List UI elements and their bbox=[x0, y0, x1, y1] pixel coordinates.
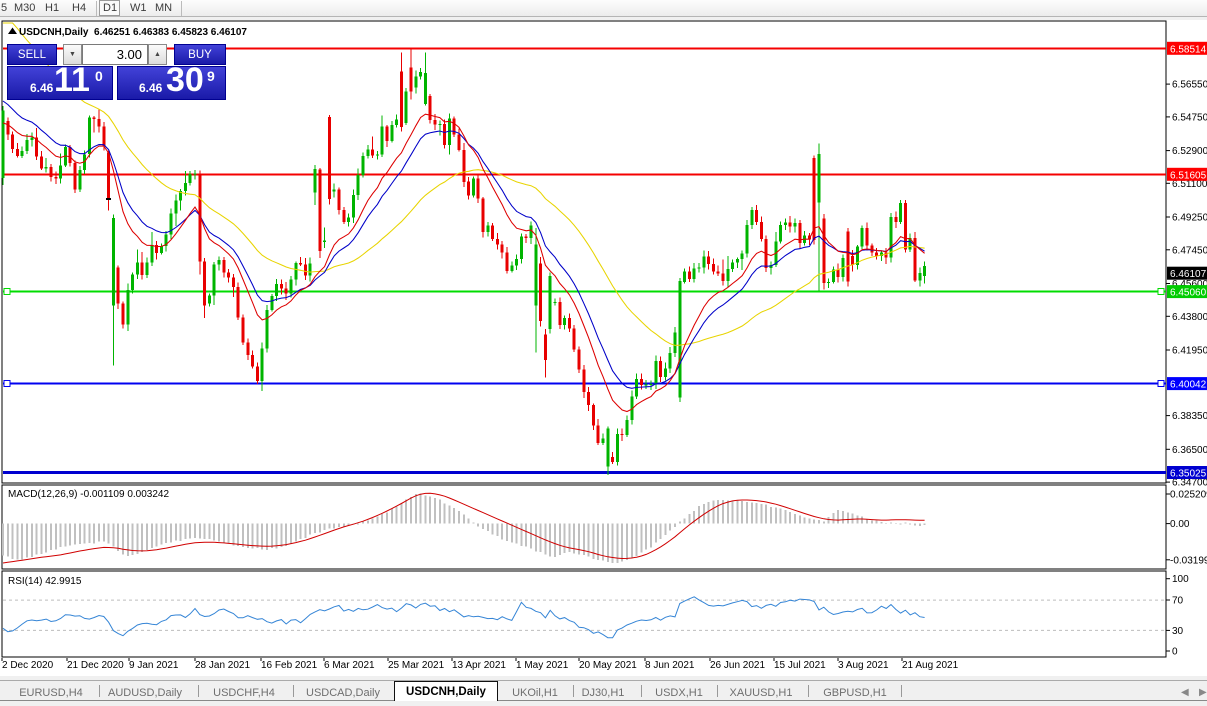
svg-text:6.36500: 6.36500 bbox=[1172, 445, 1207, 456]
svg-text:9 Jan 2021: 9 Jan 2021 bbox=[129, 660, 179, 671]
svg-text:3 Aug 2021: 3 Aug 2021 bbox=[838, 660, 889, 671]
svg-text:30: 30 bbox=[1172, 626, 1184, 637]
svg-text:0.025209: 0.025209 bbox=[1170, 490, 1207, 501]
svg-text:26 Jun 2021: 26 Jun 2021 bbox=[710, 660, 765, 671]
svg-text:2 Dec 2020: 2 Dec 2020 bbox=[2, 660, 54, 671]
svg-text:20 May 2021: 20 May 2021 bbox=[579, 660, 637, 671]
svg-text:100: 100 bbox=[1172, 574, 1189, 585]
svg-text:6 Mar 2021: 6 Mar 2021 bbox=[324, 660, 375, 671]
svg-text:6.38350: 6.38350 bbox=[1172, 411, 1207, 422]
svg-text:6.45600: 6.45600 bbox=[1172, 279, 1207, 290]
svg-text:0: 0 bbox=[1172, 647, 1178, 658]
svg-text:13 Apr 2021: 13 Apr 2021 bbox=[452, 660, 506, 671]
svg-text:6.56550: 6.56550 bbox=[1172, 80, 1207, 91]
svg-text:6.47450: 6.47450 bbox=[1172, 245, 1207, 256]
svg-text:28 Jan 2021: 28 Jan 2021 bbox=[195, 660, 250, 671]
svg-text:6.51100: 6.51100 bbox=[1172, 179, 1207, 190]
svg-text:6.46107: 6.46107 bbox=[1170, 269, 1207, 280]
svg-text:6.52900: 6.52900 bbox=[1172, 146, 1207, 157]
svg-text:6.34700: 6.34700 bbox=[1172, 478, 1207, 489]
svg-text:-0.031994: -0.031994 bbox=[1170, 555, 1207, 566]
svg-text:MACD(12,26,9) -0.001109 0.0032: MACD(12,26,9) -0.001109 0.003242 bbox=[8, 489, 169, 500]
svg-text:6.49250: 6.49250 bbox=[1172, 213, 1207, 224]
svg-text:6.54750: 6.54750 bbox=[1172, 112, 1207, 123]
svg-text:1 May 2021: 1 May 2021 bbox=[516, 660, 569, 671]
svg-text:6.40042: 6.40042 bbox=[1170, 380, 1207, 391]
svg-text:21 Dec 2020: 21 Dec 2020 bbox=[67, 660, 124, 671]
svg-text:6.35025: 6.35025 bbox=[1170, 469, 1207, 480]
svg-text:6.45060: 6.45060 bbox=[1170, 288, 1207, 299]
svg-text:16 Feb 2021: 16 Feb 2021 bbox=[261, 660, 318, 671]
svg-text:15 Jul 2021: 15 Jul 2021 bbox=[774, 660, 826, 671]
svg-text:6.41950: 6.41950 bbox=[1172, 346, 1207, 357]
svg-text:70: 70 bbox=[1172, 596, 1184, 607]
svg-text:6.58514: 6.58514 bbox=[1170, 44, 1207, 55]
svg-text:8 Jun 2021: 8 Jun 2021 bbox=[645, 660, 695, 671]
svg-text:6.43800: 6.43800 bbox=[1172, 312, 1207, 323]
svg-text:RSI(14) 42.9915: RSI(14) 42.9915 bbox=[8, 576, 82, 587]
svg-text:USDCNH,Daily 6.46251 6.46383: USDCNH,Daily 6.46251 6.46383 6.45823 6.4… bbox=[19, 27, 247, 38]
svg-text:6.51605: 6.51605 bbox=[1170, 170, 1207, 181]
svg-text:0.00: 0.00 bbox=[1170, 519, 1190, 530]
svg-text:21 Aug 2021: 21 Aug 2021 bbox=[902, 660, 959, 671]
svg-text:25 Mar 2021: 25 Mar 2021 bbox=[388, 660, 445, 671]
